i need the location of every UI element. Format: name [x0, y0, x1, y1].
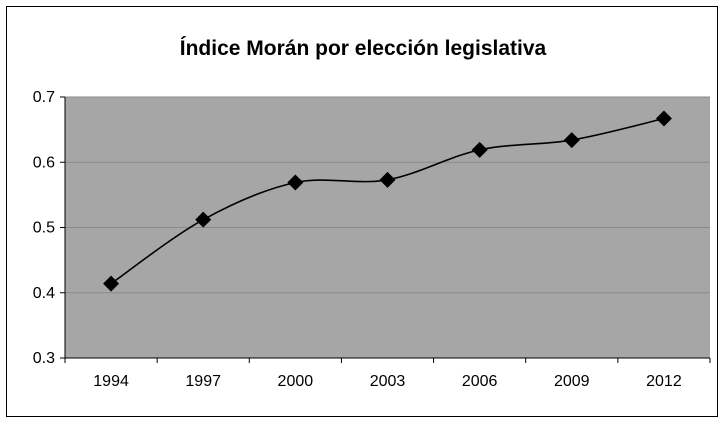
data-point-2006: [471, 141, 488, 158]
chart-frame: Índice Morán por elección legislativa 0.…: [6, 6, 718, 417]
x-tick-label: 1994: [93, 373, 129, 390]
data-markers: [103, 110, 672, 292]
data-point-2012: [655, 110, 672, 127]
y-tick-label: 0.7: [33, 89, 55, 106]
data-point-1997: [195, 211, 212, 228]
x-tick-label: 2003: [370, 373, 406, 390]
data-point-2003: [379, 171, 396, 188]
x-tick-label: 2009: [554, 373, 590, 390]
y-tick-label: 0.6: [33, 154, 55, 171]
axes: [60, 96, 711, 363]
x-tick-label: 1997: [185, 373, 221, 390]
y-tick-labels: 0.3 0.4 0.5 0.6 0.7: [33, 89, 55, 367]
x-tick-label: 2012: [646, 373, 682, 390]
y-tick-label: 0.3: [33, 350, 55, 367]
chart-title: Índice Morán por elección legislativa: [180, 37, 547, 60]
x-tick-label: 2006: [462, 373, 498, 390]
y-tick-label: 0.4: [33, 285, 55, 302]
x-tick-label: 2000: [278, 373, 314, 390]
data-point-1994: [103, 275, 120, 292]
x-tick-labels: 1994 1997 2000 2003 2006 2009 2012: [93, 373, 682, 390]
data-point-2009: [563, 132, 580, 149]
gridlines: [65, 96, 710, 294]
y-tick-label: 0.5: [33, 220, 55, 237]
data-point-2000: [287, 174, 304, 191]
moran-index-line-chart: Índice Morán por elección legislativa 0.…: [33, 37, 711, 390]
